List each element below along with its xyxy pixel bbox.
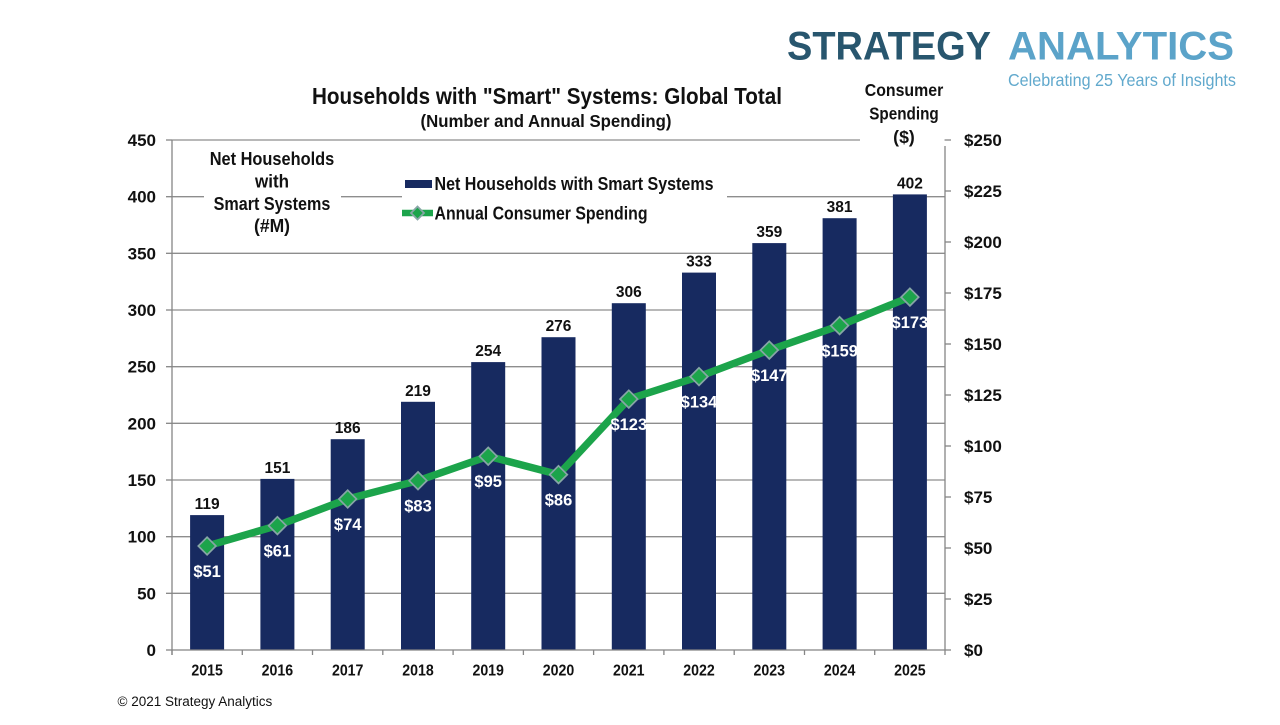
svg-text:2025: 2025 (894, 663, 926, 680)
svg-text:254: 254 (475, 343, 501, 360)
svg-text:Annual Consumer Spending: Annual Consumer Spending (435, 204, 648, 224)
svg-text:$0: $0 (964, 641, 983, 660)
svg-text:276: 276 (546, 318, 572, 335)
svg-text:© 2021 Strategy Analytics: © 2021 Strategy Analytics (118, 694, 273, 709)
svg-text:359: 359 (756, 224, 782, 241)
svg-text:STRATEGY: STRATEGY (787, 25, 991, 69)
svg-text:Celebrating 25 Years of Insigh: Celebrating 25 Years of Insights (1008, 70, 1236, 90)
svg-text:2016: 2016 (262, 663, 294, 680)
svg-text:$147: $147 (751, 367, 788, 385)
svg-text:(Number and Annual Spending): (Number and Annual Spending) (421, 111, 672, 131)
svg-text:200: 200 (128, 414, 156, 433)
svg-text:Spending: Spending (869, 104, 939, 124)
svg-text:$74: $74 (334, 516, 362, 534)
svg-text:2022: 2022 (683, 663, 715, 680)
svg-text:186: 186 (335, 420, 361, 437)
svg-text:2017: 2017 (332, 663, 364, 680)
svg-text:$225: $225 (964, 182, 1002, 201)
svg-text:$75: $75 (964, 488, 992, 507)
svg-text:2021: 2021 (613, 663, 645, 680)
svg-text:2018: 2018 (402, 663, 434, 680)
svg-text:2019: 2019 (472, 663, 504, 680)
svg-text:$159: $159 (821, 343, 858, 361)
svg-text:$86: $86 (545, 492, 573, 510)
svg-text:151: 151 (264, 460, 290, 477)
svg-text:$50: $50 (964, 539, 992, 558)
svg-text:50: 50 (137, 584, 156, 603)
svg-text:$123: $123 (610, 416, 647, 434)
svg-text:$250: $250 (964, 131, 1002, 150)
svg-text:$173: $173 (892, 314, 929, 332)
svg-text:$95: $95 (474, 473, 502, 491)
svg-text:Consumer: Consumer (865, 80, 944, 100)
svg-text:250: 250 (128, 358, 156, 377)
svg-text:300: 300 (128, 301, 156, 320)
svg-text:$150: $150 (964, 335, 1002, 354)
svg-text:$200: $200 (964, 233, 1002, 252)
svg-text:$100: $100 (964, 437, 1002, 456)
svg-text:306: 306 (616, 284, 642, 301)
svg-text:Net Households: Net Households (210, 149, 335, 169)
svg-text:(#M): (#M) (254, 216, 290, 236)
svg-text:$51: $51 (193, 563, 221, 581)
svg-text:Net Households with Smart Syst: Net Households with Smart Systems (435, 174, 714, 194)
svg-text:350: 350 (128, 244, 156, 263)
svg-text:Households with "Smart" System: Households with "Smart" Systems: Global … (312, 83, 782, 109)
svg-text:$175: $175 (964, 284, 1002, 303)
svg-text:2023: 2023 (754, 663, 786, 680)
svg-text:400: 400 (128, 188, 156, 207)
svg-text:$83: $83 (404, 498, 432, 516)
svg-text:150: 150 (128, 471, 156, 490)
svg-text:119: 119 (195, 496, 220, 513)
svg-text:381: 381 (827, 199, 853, 216)
svg-text:$61: $61 (264, 543, 292, 561)
svg-text:402: 402 (897, 175, 923, 192)
svg-text:$25: $25 (964, 590, 992, 609)
svg-text:450: 450 (128, 131, 156, 150)
svg-text:$125: $125 (964, 386, 1002, 405)
svg-text:0: 0 (147, 641, 156, 660)
svg-text:($): ($) (893, 127, 915, 147)
svg-text:2024: 2024 (824, 663, 856, 680)
svg-text:333: 333 (686, 254, 712, 271)
svg-text:100: 100 (128, 528, 156, 547)
svg-text:ANALYTICS: ANALYTICS (1008, 25, 1234, 69)
svg-text:2020: 2020 (543, 663, 575, 680)
svg-text:Smart Systems: Smart Systems (214, 194, 331, 214)
svg-text:2015: 2015 (191, 663, 223, 680)
svg-text:$134: $134 (681, 394, 719, 412)
svg-text:with: with (254, 171, 289, 191)
svg-text:219: 219 (405, 383, 431, 400)
